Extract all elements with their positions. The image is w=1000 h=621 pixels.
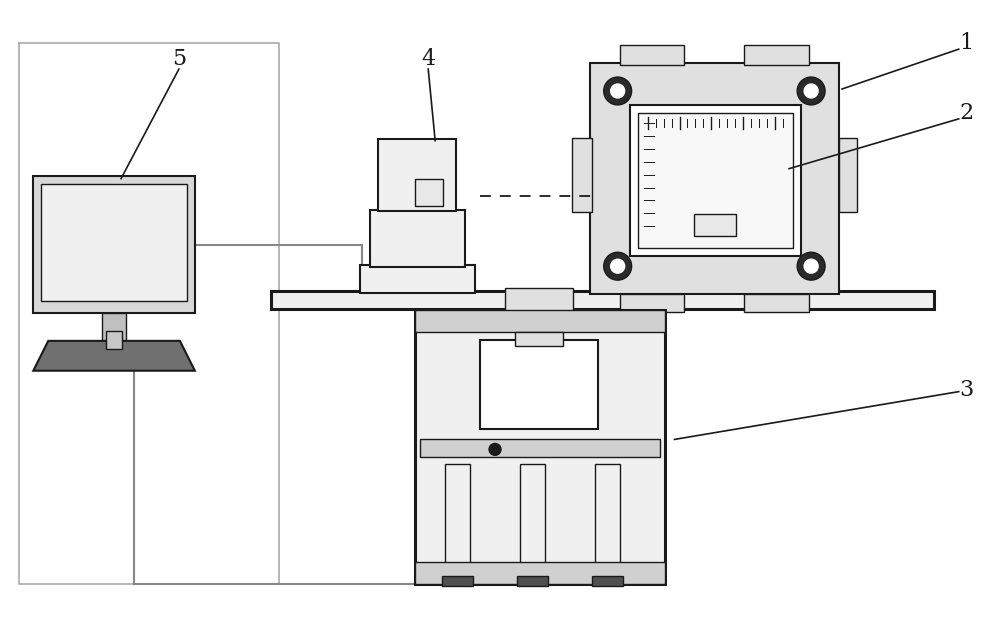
Bar (415, 179, 443, 206)
Bar (515, 332, 563, 346)
Bar (517, 576, 548, 586)
Bar (415, 310, 665, 332)
Text: 4: 4 (421, 48, 435, 70)
Circle shape (604, 252, 632, 280)
Circle shape (489, 443, 501, 455)
Polygon shape (33, 341, 195, 371)
Bar (630, 105, 801, 256)
Bar (442, 576, 473, 586)
Bar (592, 576, 623, 586)
Bar (445, 465, 470, 579)
Bar (572, 138, 592, 212)
Bar (620, 45, 684, 65)
Bar (106, 331, 122, 349)
Bar (744, 294, 809, 312)
Bar (839, 138, 857, 212)
Bar (415, 562, 665, 584)
Bar (33, 176, 195, 313)
Text: 3: 3 (960, 379, 974, 401)
Bar (620, 294, 684, 312)
Bar (694, 214, 736, 237)
Bar (480, 340, 598, 430)
Bar (378, 138, 456, 211)
Circle shape (804, 84, 818, 98)
Bar (370, 211, 465, 267)
Text: 2: 2 (960, 102, 974, 124)
Circle shape (611, 84, 625, 98)
Bar (505, 288, 573, 312)
Bar (590, 63, 839, 294)
Bar (744, 45, 809, 65)
Text: 5: 5 (172, 48, 186, 70)
Circle shape (604, 77, 632, 105)
Bar (520, 465, 545, 579)
Circle shape (804, 259, 818, 273)
Bar (360, 265, 475, 293)
Bar (271, 291, 934, 309)
Circle shape (797, 252, 825, 280)
Bar (420, 440, 660, 457)
Circle shape (611, 259, 625, 273)
Bar (102, 313, 126, 343)
Bar (595, 465, 620, 579)
Bar (415, 310, 665, 584)
Circle shape (797, 77, 825, 105)
Bar (638, 113, 793, 248)
Text: 1: 1 (960, 32, 974, 54)
Bar (41, 184, 187, 301)
